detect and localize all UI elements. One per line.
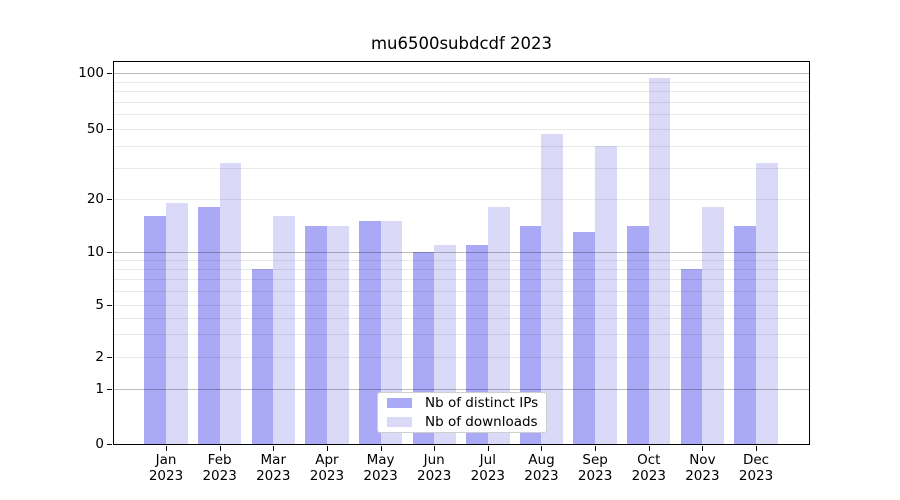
gridline-minor-6 [114,290,809,292]
x-tick-label-jul: Jul 2023 [470,452,506,484]
x-tick-label-dec: Dec 2023 [738,452,774,484]
x-tick-label-aug: Aug 2023 [524,452,559,484]
gridline-minor-4 [114,317,809,319]
x-tick-label-jun: Jun 2023 [417,452,452,484]
y-tick-label-50: 50 [86,121,104,137]
gridline-major-1 [114,389,809,391]
gridline-major-10 [114,251,809,253]
y-tick-1 [107,389,112,391]
bar-ips-oct [627,226,649,444]
gridline-minor-7 [114,279,809,281]
y-tick-label-100: 100 [78,65,104,82]
y-tick-5 [107,305,112,306]
bar-downloads-aug [541,133,564,444]
x-tick-mar [273,446,275,451]
y-tick-label-20: 20 [86,191,104,208]
bar-downloads-sep [595,146,617,444]
bar-ips-sep [573,231,596,444]
y-tick-20 [107,199,112,201]
gridline-minor-3 [114,333,809,335]
gridline-minor-40 [114,146,809,148]
x-tick-jul [487,446,489,451]
y-tick-2 [107,356,112,358]
legend-label-distinct-ips: Nb of distinct IPs [425,395,539,411]
bar-ips-dec [734,226,757,444]
y-tick-0 [107,444,112,445]
y-tick-50 [107,129,112,130]
x-tick-aug [541,446,543,451]
x-tick-label-may: May 2023 [363,452,398,484]
x-tick-label-jan: Jan 2023 [148,452,184,484]
x-tick-dec [756,446,758,451]
bar-ips-aug [519,226,542,444]
y-tick-100 [107,73,112,75]
bar-ips-apr [305,226,327,444]
bar-downloads-dec [756,163,778,444]
bar-ips-mar [251,268,274,444]
gridline-minor-8 [114,268,809,270]
x-tick-label-apr: Apr 2023 [309,452,345,484]
legend-label-downloads: Nb of downloads [425,414,538,430]
plot-area: 0 1 2 5 10 20 50 100 Jan 2023 Feb 2023 Mar 2023 Ap… [78,61,810,484]
x-tick-jun [434,446,436,451]
x-tick-jan [166,446,167,451]
x-tick-sep [595,446,597,451]
gridline-minor-90 [114,81,809,83]
y-tick-label-2: 2 [95,348,104,365]
bar-downloads-jul [487,207,510,444]
x-tick-label-mar: Mar 2023 [256,452,291,484]
bar-downloads-mar [273,216,295,444]
legend-row-downloads: Nb of downloads [387,414,546,430]
gridline-minor-20 [114,199,809,201]
bar-downloads-nov [702,207,725,444]
legend-swatch-distinct-ips [387,398,412,408]
gridline-minor-5 [114,305,809,306]
bar-ips-may [358,221,381,444]
chart-title: mu6500subdcdf 2023 [370,34,553,53]
legend: Nb of distinct IPs Nb of downloads [377,392,547,433]
gridline-minor-70 [114,101,809,103]
x-tick-feb [219,446,221,451]
gridline-minor-2 [114,356,809,358]
bar-downloads-feb [219,163,242,444]
bar-downloads-may [380,221,403,444]
x-tick-label-nov: Nov 2023 [685,452,720,484]
y-tick-label-0: 0 [95,436,104,452]
gridline-major-100 [114,73,809,75]
x-tick-label-sep: Sep 2023 [577,452,613,484]
bar-downloads-jan [166,203,188,444]
x-tick-nov [702,446,704,451]
x-tick-label-feb: Feb 2023 [202,452,237,484]
gridline-minor-9 [114,259,809,261]
x-tick-may [380,446,382,451]
x-tick-label-oct: Oct 2023 [631,452,666,484]
x-tick-apr [326,446,328,451]
bar-ips-jan [144,216,166,444]
legend-swatch-downloads [387,417,412,427]
gridline-minor-80 [114,91,809,93]
y-tick-label-5: 5 [95,297,104,313]
x-tick-oct [648,446,650,451]
gridline-minor-50 [114,129,809,130]
bar-downloads-oct [648,78,671,444]
y-tick-label-1: 1 [95,381,104,398]
legend-row-distinct-ips: Nb of distinct IPs [387,395,546,411]
gridline-minor-30 [114,168,809,170]
bar-downloads-apr [326,226,349,444]
bar-ips-nov [680,268,703,444]
bar-ips-feb [197,207,220,444]
y-tick-10 [107,251,112,253]
gridline-minor-60 [114,114,809,116]
y-tick-label-10: 10 [86,243,104,260]
